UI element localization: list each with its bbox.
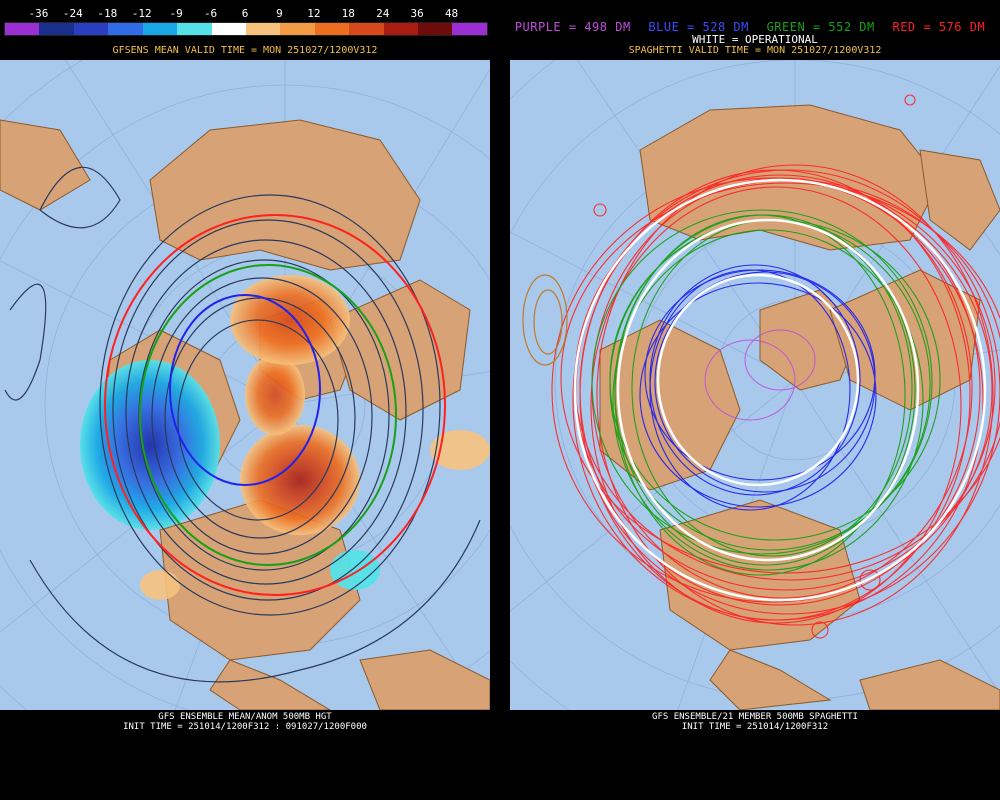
land-masses-right — [599, 104, 1000, 710]
colorbar-label: -9 — [169, 7, 183, 20]
green-552-contours — [591, 209, 941, 576]
colorbar-label: 18 — [341, 7, 355, 20]
colorbar-label: 9 — [276, 7, 283, 20]
colorbar-swatch — [314, 23, 350, 35]
colorbar-swatch — [280, 23, 315, 35]
colorbar-label: -24 — [62, 7, 83, 20]
operational-contours — [573, 178, 987, 602]
colorbar-swatch — [349, 23, 384, 35]
legend-green: GREEN = 552 DM — [766, 20, 875, 34]
panel-divider — [490, 0, 510, 800]
colorbar-swatch — [108, 23, 143, 35]
colorbar-swatch — [39, 23, 74, 35]
anomaly-shading — [80, 275, 490, 600]
mean-anomaly-map-graphic — [0, 60, 490, 710]
colorbar-label: 24 — [376, 7, 390, 20]
left-header: GFSENS MEAN VALID TIME = MON 251027/1200… — [112, 45, 378, 56]
colorbar-swatch — [73, 23, 109, 35]
colorbar-labels: -36 -24 -18 -12 -9 -6 6 9 12 18 24 36 48 — [4, 7, 486, 20]
colorbar-swatch — [383, 23, 419, 35]
spaghetti-legend: PURPLE = 498 DM BLUE = 528 DM GREEN = 55… — [510, 20, 1000, 34]
blue-528-contours — [639, 264, 877, 511]
spaghetti-map-graphic — [510, 60, 1000, 710]
spaghetti-map — [510, 60, 1000, 710]
colorbar-label: -36 — [28, 7, 49, 20]
colorbar-label: 6 — [241, 7, 249, 20]
ensemble-mean-panel: -36 -24 -18 -12 -9 -6 6 9 12 18 24 36 48 GFSENS MEAN… — [0, 0, 490, 800]
colorbar-label: 48 — [444, 7, 459, 20]
colorbar-swatch — [142, 23, 178, 35]
right-footer-line1: GFS ENSEMBLE/21 MEMBER 500MB SPAGHETTI — [652, 712, 858, 722]
land-masses — [0, 119, 490, 710]
colorbar-label: -12 — [131, 7, 152, 20]
legend-red: RED = 576 DM — [892, 20, 986, 34]
colorbar-swatch — [418, 23, 453, 35]
colorbar-label: 36 — [410, 7, 424, 20]
left-footer-line2: INIT TIME = 251014/1200F312 : 091027/120… — [123, 722, 367, 732]
right-footer-line2: INIT TIME = 251014/1200F312 — [681, 722, 829, 732]
colorbar-swatch — [245, 23, 281, 35]
colorbar-swatch — [211, 23, 246, 35]
right-header: SPAGHETTI VALID TIME = MON 251027/1200V3… — [628, 45, 882, 56]
colorbar-label: 12 — [307, 7, 321, 20]
anomaly-colorbar — [4, 22, 488, 36]
legend-blue: BLUE = 528 DM — [648, 20, 749, 34]
orange-isolated-contours — [522, 274, 568, 366]
colorbar-swatch — [452, 23, 487, 35]
left-footer-line1: GFS ENSEMBLE MEAN/ANOM 500MB HGT — [158, 712, 332, 722]
ensemble-mean-map — [0, 60, 490, 710]
spaghetti-panel: PURPLE = 498 DM BLUE = 528 DM GREEN = 55… — [510, 0, 1000, 800]
colorbar-label: -6 — [203, 7, 218, 20]
colorbar-swatch — [177, 23, 212, 35]
key-contours — [104, 214, 446, 596]
red-576-contours — [551, 94, 1000, 639]
operational-legend: WHITE = OPERATIONAL — [692, 33, 818, 46]
legend-purple: PURPLE = 498 DM — [514, 20, 631, 34]
colorbar-label: -18 — [97, 7, 118, 20]
purple-498-contours — [704, 329, 816, 421]
colorbar-swatch — [5, 23, 40, 35]
